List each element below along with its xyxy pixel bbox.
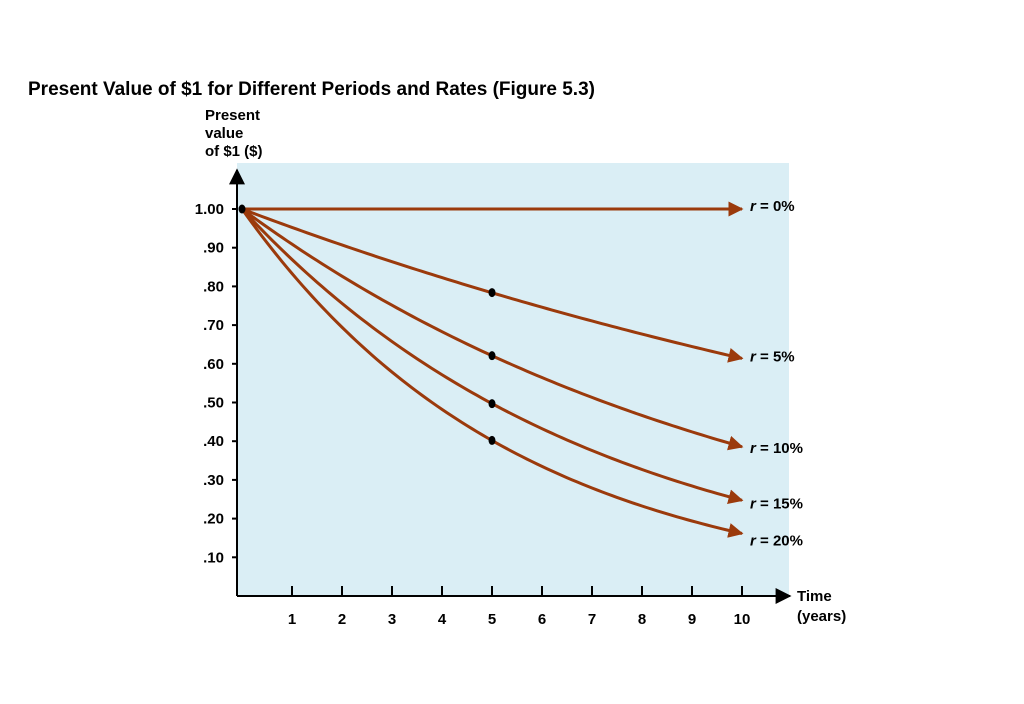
series-label-variable-2: r: [750, 440, 757, 457]
y-tick-label-6: .40: [203, 433, 224, 450]
y-axis-label-line-2: value: [205, 125, 243, 142]
x-tick-label-1: 2: [338, 611, 346, 628]
series-label-rate-0: = 0%: [756, 198, 795, 215]
series-label-variable-3: r: [750, 495, 757, 512]
marked-point-1: [488, 288, 496, 298]
x-tick-label-4: 5: [488, 611, 496, 628]
y-tick-label-8: .20: [203, 511, 224, 528]
y-tick-label-5: .50: [203, 395, 224, 412]
series-label-rate-4: = 20%: [756, 532, 803, 549]
y-tick-label-0: 1.00: [195, 201, 224, 218]
y-axis-label-line-1: Present: [205, 107, 260, 124]
series-label-rate-3: = 15%: [756, 495, 803, 512]
series-label-0: r = 0%: [750, 198, 795, 215]
y-tick-label-9: .10: [203, 549, 224, 566]
marked-point-0: [238, 204, 246, 214]
marked-point-2: [488, 351, 496, 361]
x-tick-label-9: 10: [734, 611, 751, 628]
x-axis-label-line-1: Time: [797, 588, 832, 605]
x-axis-label-line-2: (years): [797, 608, 846, 625]
y-tick-label-1: .90: [203, 240, 224, 257]
y-tick-label-4: .60: [203, 356, 224, 373]
x-tick-label-6: 7: [588, 611, 596, 628]
series-label-2: r = 10%: [750, 440, 803, 457]
x-tick-label-5: 6: [538, 611, 546, 628]
series-label-1: r = 5%: [750, 348, 795, 365]
chart-title: Present Value of $1 for Different Period…: [28, 79, 595, 100]
x-tick-label-3: 4: [438, 611, 447, 628]
series-label-rate-1: = 5%: [756, 348, 795, 365]
series-label-4: r = 20%: [750, 532, 803, 549]
y-tick-label-2: .80: [203, 278, 224, 295]
series-label-variable-0: r: [750, 198, 757, 215]
marked-point-3: [488, 399, 496, 409]
axis-ticks: 1.00 .90 .80 .70 .60 .50 .40 .30 .20 .10 1 2 3 4 5 6 7 8 9…: [195, 201, 751, 628]
x-tick-label-0: 1: [288, 611, 296, 628]
series-label-rate-2: = 10%: [756, 440, 803, 457]
plot-area: [237, 163, 789, 596]
x-tick-label-8: 9: [688, 611, 696, 628]
series-label-variable-4: r: [750, 532, 757, 549]
y-axis-label: Present value of $1 ($): [205, 107, 263, 160]
x-tick-label-7: 8: [638, 611, 646, 628]
y-tick-label-3: .70: [203, 317, 224, 334]
y-tick-label-7: .30: [203, 472, 224, 489]
y-axis-label-line-3: of $1 ($): [205, 143, 263, 160]
series-label-variable-1: r: [750, 348, 757, 365]
x-tick-label-2: 3: [388, 611, 396, 628]
x-axis-label: Time (years): [797, 588, 846, 625]
series-label-3: r = 15%: [750, 495, 803, 512]
chart-marks: r = 0%r = 5%r = 10%r = 15%r = 20%: [238, 198, 803, 549]
marked-point-4: [488, 435, 496, 445]
